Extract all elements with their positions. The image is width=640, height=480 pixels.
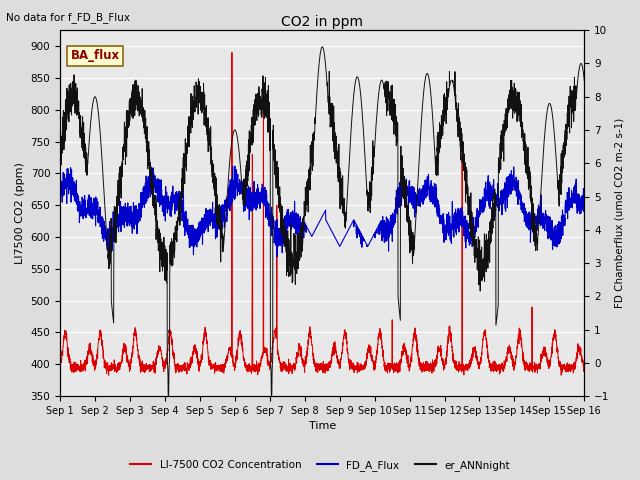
Y-axis label: LI7500 CO2 (ppm): LI7500 CO2 (ppm) (15, 162, 25, 264)
Text: No data for f_FD_B_Flux: No data for f_FD_B_Flux (6, 12, 131, 23)
Y-axis label: FD Chamberflux (umol CO2 m-2 s-1): FD Chamberflux (umol CO2 m-2 s-1) (615, 118, 625, 308)
Title: CO2 in ppm: CO2 in ppm (281, 15, 363, 29)
Text: BA_flux: BA_flux (70, 49, 120, 62)
Legend: LI-7500 CO2 Concentration, FD_A_Flux, er_ANNnight: LI-7500 CO2 Concentration, FD_A_Flux, er… (126, 456, 514, 475)
X-axis label: Time: Time (308, 421, 336, 432)
